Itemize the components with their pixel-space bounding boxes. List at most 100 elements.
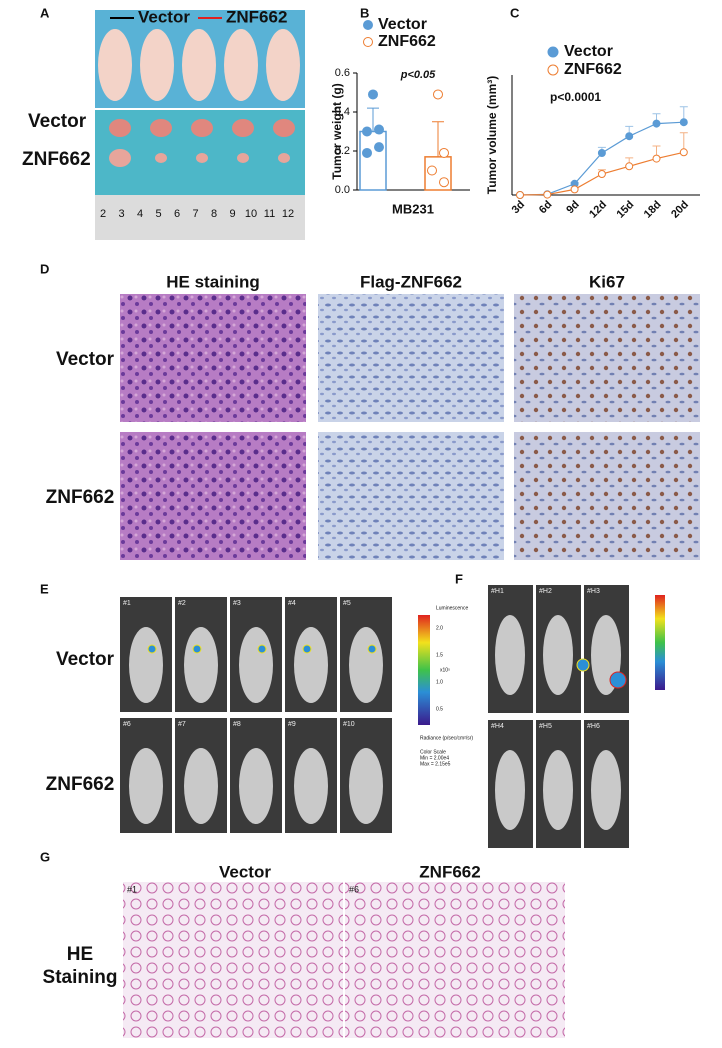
legend-swatch — [363, 37, 373, 47]
label: 6 — [174, 208, 180, 220]
tumor — [109, 149, 131, 167]
x-tick-label: 15d — [614, 199, 636, 221]
micrograph — [318, 432, 504, 560]
tumor — [155, 153, 167, 163]
label: 10 — [245, 208, 257, 220]
label: #6 — [349, 884, 359, 894]
label: Min = 2.00e4 — [420, 755, 449, 761]
label: A — [40, 5, 50, 20]
x-tick-label: 12d — [587, 199, 609, 221]
mouse — [224, 29, 258, 101]
label: #1 — [123, 600, 131, 607]
point — [679, 118, 688, 127]
x-tick-label: 18d — [642, 199, 664, 221]
point — [362, 126, 372, 137]
colorbar — [655, 595, 665, 690]
label: #7 — [178, 721, 186, 728]
label: HE staining — [166, 272, 260, 291]
mouse — [591, 750, 621, 830]
micrograph — [120, 432, 306, 560]
label: Radiance (p/sec/cm²/sr) — [420, 735, 473, 741]
label: ZNF662 — [46, 774, 115, 795]
signal — [147, 644, 157, 654]
label: ZNF662 — [22, 149, 91, 170]
label: Ki67 — [589, 272, 625, 291]
label: p<0.05 — [400, 69, 436, 81]
label: #5 — [343, 600, 351, 607]
y-label: Tumor volume (mm³) — [485, 76, 499, 194]
label: #3 — [233, 600, 241, 607]
signal — [367, 644, 377, 654]
point — [679, 148, 688, 157]
signal — [609, 671, 627, 689]
label: 0.6 — [335, 67, 350, 79]
label: 3 — [118, 208, 124, 220]
point — [597, 170, 606, 178]
mouse — [266, 29, 300, 101]
label: B — [360, 5, 369, 20]
label: F — [455, 571, 463, 586]
mouse — [349, 748, 383, 824]
label: ZNF662 — [46, 487, 115, 508]
mouse — [294, 748, 328, 824]
x-tick-label: 20d — [669, 199, 691, 221]
mouse — [495, 750, 525, 830]
mouse — [182, 29, 216, 101]
label: MB231 — [392, 201, 434, 216]
tumor — [278, 153, 290, 163]
label: 7 — [192, 208, 198, 220]
label: #1 — [127, 884, 137, 894]
point — [427, 165, 437, 176]
label: #H6 — [587, 723, 600, 730]
tumor — [109, 119, 131, 137]
label: 2 — [100, 208, 106, 220]
point — [368, 89, 378, 100]
label: #H4 — [491, 723, 504, 730]
bar — [359, 130, 387, 191]
point — [570, 185, 579, 194]
label: x10⁵ — [440, 667, 450, 673]
micrograph — [318, 294, 504, 422]
point — [625, 162, 634, 171]
ruler-photo — [95, 195, 305, 240]
mouse — [184, 748, 218, 824]
point — [516, 191, 524, 199]
label: 12 — [282, 208, 294, 220]
label: #H2 — [539, 588, 552, 595]
mouse — [543, 750, 573, 830]
x-tick-label: 6d — [537, 199, 555, 217]
label: #4 — [288, 600, 296, 607]
label: Vector — [56, 649, 115, 670]
label: Vector — [56, 349, 115, 370]
tumor — [191, 119, 213, 137]
label: #H3 — [587, 588, 600, 595]
y-label: Tumor weight (g) — [330, 83, 344, 179]
label: 0.2 — [335, 145, 350, 157]
label: #2 — [178, 600, 186, 607]
mouse — [140, 29, 174, 101]
point — [374, 142, 384, 153]
label: ZNF662 — [564, 61, 622, 78]
label: #10 — [343, 721, 355, 728]
signal — [576, 658, 590, 672]
label: E — [40, 581, 49, 596]
label: #8 — [233, 721, 241, 728]
lung-image — [345, 882, 565, 1038]
point — [625, 132, 634, 141]
label: 11 — [264, 208, 275, 220]
mouse — [129, 748, 163, 824]
mouse — [294, 627, 328, 703]
label: Color Scale — [420, 749, 446, 755]
mouse — [495, 615, 525, 695]
legend-swatch — [363, 20, 373, 30]
legend-swatch — [547, 64, 559, 76]
label: 2.0 — [436, 625, 443, 631]
point — [439, 177, 449, 188]
point — [543, 190, 552, 199]
label: 0.4 — [335, 106, 350, 118]
micrograph — [514, 432, 700, 560]
label: 5 — [155, 208, 161, 220]
error-bar — [367, 107, 379, 132]
label: Vector — [138, 7, 190, 26]
label: C — [510, 5, 520, 20]
